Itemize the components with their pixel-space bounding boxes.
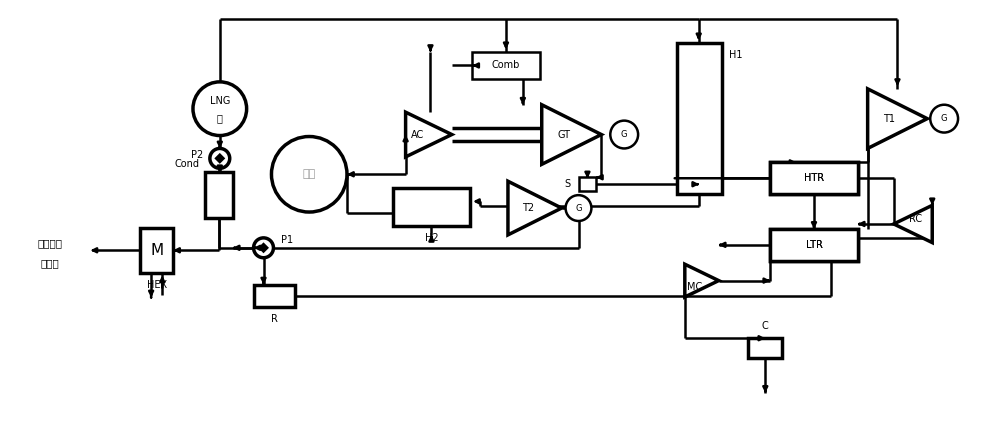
- Polygon shape: [406, 112, 452, 157]
- Text: M: M: [150, 243, 163, 258]
- Text: HTR: HTR: [804, 173, 824, 183]
- Text: T2: T2: [522, 203, 534, 213]
- Text: Comb: Comb: [492, 61, 520, 71]
- Text: P2: P2: [191, 150, 203, 160]
- Text: 天然气接: 天然气接: [37, 238, 62, 248]
- Text: T1: T1: [884, 114, 896, 124]
- Bar: [770, 229, 858, 261]
- Bar: [770, 162, 858, 194]
- Circle shape: [254, 238, 273, 258]
- Text: LNG: LNG: [210, 96, 230, 106]
- Text: HEX: HEX: [147, 279, 167, 290]
- Circle shape: [271, 136, 347, 212]
- Text: RC: RC: [909, 214, 922, 224]
- Polygon shape: [685, 264, 719, 297]
- Bar: [748, 338, 782, 358]
- Text: G: G: [621, 130, 627, 139]
- Bar: [472, 52, 540, 79]
- Polygon shape: [894, 205, 932, 242]
- Polygon shape: [508, 181, 562, 235]
- Circle shape: [566, 195, 591, 221]
- Bar: [770, 162, 858, 194]
- Bar: [205, 172, 233, 218]
- Text: H2: H2: [425, 233, 438, 243]
- Text: 环境: 环境: [303, 169, 316, 179]
- Bar: [393, 188, 470, 226]
- Text: R: R: [271, 314, 278, 324]
- Bar: [254, 285, 295, 307]
- Text: LTR: LTR: [806, 240, 822, 250]
- Circle shape: [610, 121, 638, 148]
- Circle shape: [193, 82, 247, 136]
- Text: HTR: HTR: [804, 173, 824, 183]
- Circle shape: [930, 105, 958, 133]
- Polygon shape: [258, 242, 269, 253]
- Text: H1: H1: [729, 50, 742, 60]
- Polygon shape: [542, 105, 601, 164]
- Polygon shape: [214, 153, 225, 164]
- Text: S: S: [565, 179, 571, 189]
- Text: AC: AC: [411, 129, 424, 140]
- Text: 罐: 罐: [217, 114, 223, 124]
- Text: MC: MC: [687, 282, 702, 292]
- Circle shape: [210, 148, 230, 168]
- Text: G: G: [575, 204, 582, 213]
- Text: G: G: [941, 114, 947, 123]
- Text: 收终端: 收终端: [41, 258, 59, 268]
- Text: LTR: LTR: [806, 240, 822, 250]
- Text: GT: GT: [557, 129, 570, 140]
- Text: Cond: Cond: [175, 159, 200, 169]
- Bar: [579, 177, 596, 191]
- Text: C: C: [762, 321, 769, 331]
- Text: P1: P1: [281, 235, 294, 245]
- Bar: [770, 229, 858, 261]
- Bar: [140, 228, 173, 272]
- Bar: [677, 43, 722, 194]
- Polygon shape: [868, 89, 927, 148]
